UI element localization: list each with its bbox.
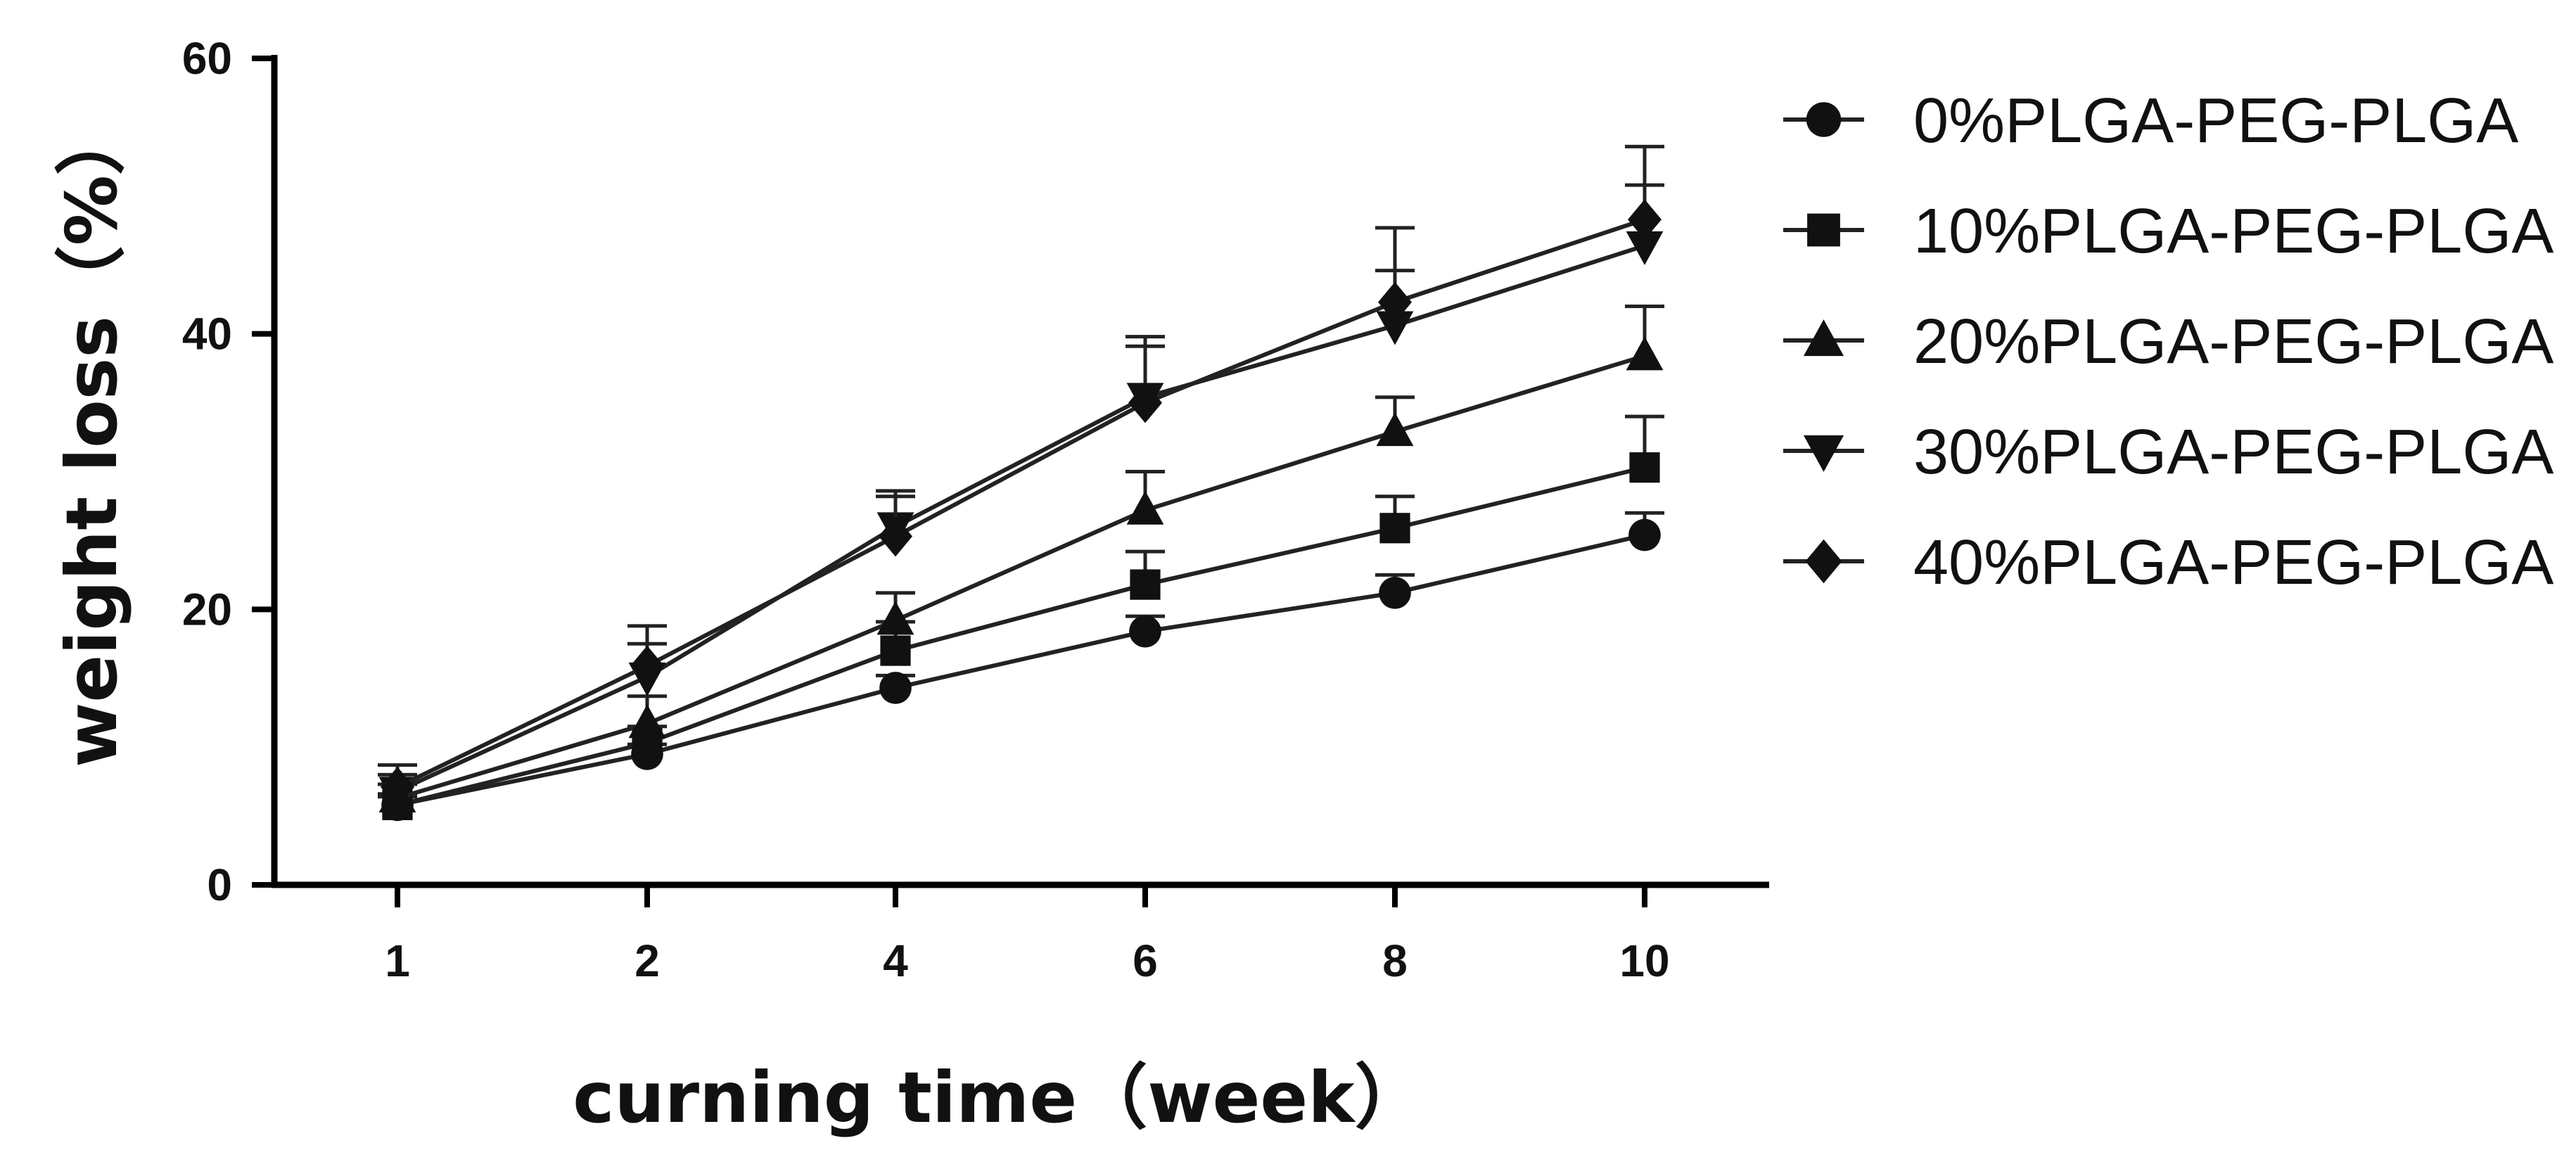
axes: 0 20 40 60 1 2 4 6 8 10 [182,33,1769,986]
legend-label: 40%PLGA-PEG-PLGA [1913,528,2553,598]
legend-label: 0%PLGA-PEG-PLGA [1913,86,2518,156]
data-point [1629,452,1660,483]
x-tick-label: 10 [1619,936,1669,986]
legend-label: 10%PLGA-PEG-PLGA [1913,196,2553,267]
series-layer [378,144,1664,822]
legend-label: 20%PLGA-PEG-PLGA [1913,307,2553,377]
x-tick-label: 8 [1382,936,1408,986]
series-line [397,532,1645,807]
data-point [1129,615,1161,648]
data-point [1376,412,1414,447]
legend-marker-square [1807,213,1840,247]
data-point [876,601,914,635]
data-point [1128,382,1162,423]
data-point [1379,577,1411,609]
series-diamond [378,144,1664,807]
legend-label: 30%PLGA-PEG-PLGA [1913,417,2553,487]
data-point [1628,199,1662,240]
x-tick-label: 2 [635,936,660,986]
series-square [378,414,1664,821]
x-tick-label: 6 [1133,936,1158,986]
y-axis-title: weight loss（%） [51,105,133,767]
x-axis-title: curning time（week） [573,1056,1424,1139]
data-point [1376,311,1414,345]
data-point [1378,281,1412,323]
legend-item: 10%PLGA-PEG-PLGA [1783,196,2553,267]
y-tick-label: 0 [207,860,232,910]
legend-item: 30%PLGA-PEG-PLGA [1783,417,2553,487]
data-point [1126,490,1164,525]
data-point [879,516,912,557]
legend-marker-circle [1806,102,1842,137]
x-tick-label: 1 [385,936,410,986]
data-point [1626,231,1664,265]
data-point [628,704,666,739]
data-point [381,767,414,807]
y-tick-label: 60 [182,33,232,84]
legend-marker-diamond [1805,539,1842,584]
series-line [397,354,1645,800]
data-point [630,645,664,687]
series-line [396,217,1645,789]
series-circle [378,511,1664,822]
x-tick-label: 4 [883,936,908,986]
series-line [397,465,1645,807]
data-point [879,672,912,704]
legend-item: 20%PLGA-PEG-PLGA [1783,307,2553,377]
data-point [1626,336,1664,371]
data-point [1130,569,1161,600]
series-line [396,243,1645,793]
legend: 0%PLGA-PEG-PLGA 10%PLGA-PEG-PLGA 20%PLGA-P… [1783,86,2553,598]
y-tick-label: 40 [182,309,232,359]
legend-marker-triangle-up [1803,319,1844,357]
legend-marker-triangle-down [1803,435,1844,472]
data-point [880,635,911,666]
data-point [1379,513,1410,544]
data-point [1628,518,1661,551]
legend-item: 40%PLGA-PEG-PLGA [1783,528,2553,598]
y-tick-label: 20 [182,584,232,634]
series-triangle-up [378,305,1664,813]
legend-item: 0%PLGA-PEG-PLGA [1783,86,2518,156]
